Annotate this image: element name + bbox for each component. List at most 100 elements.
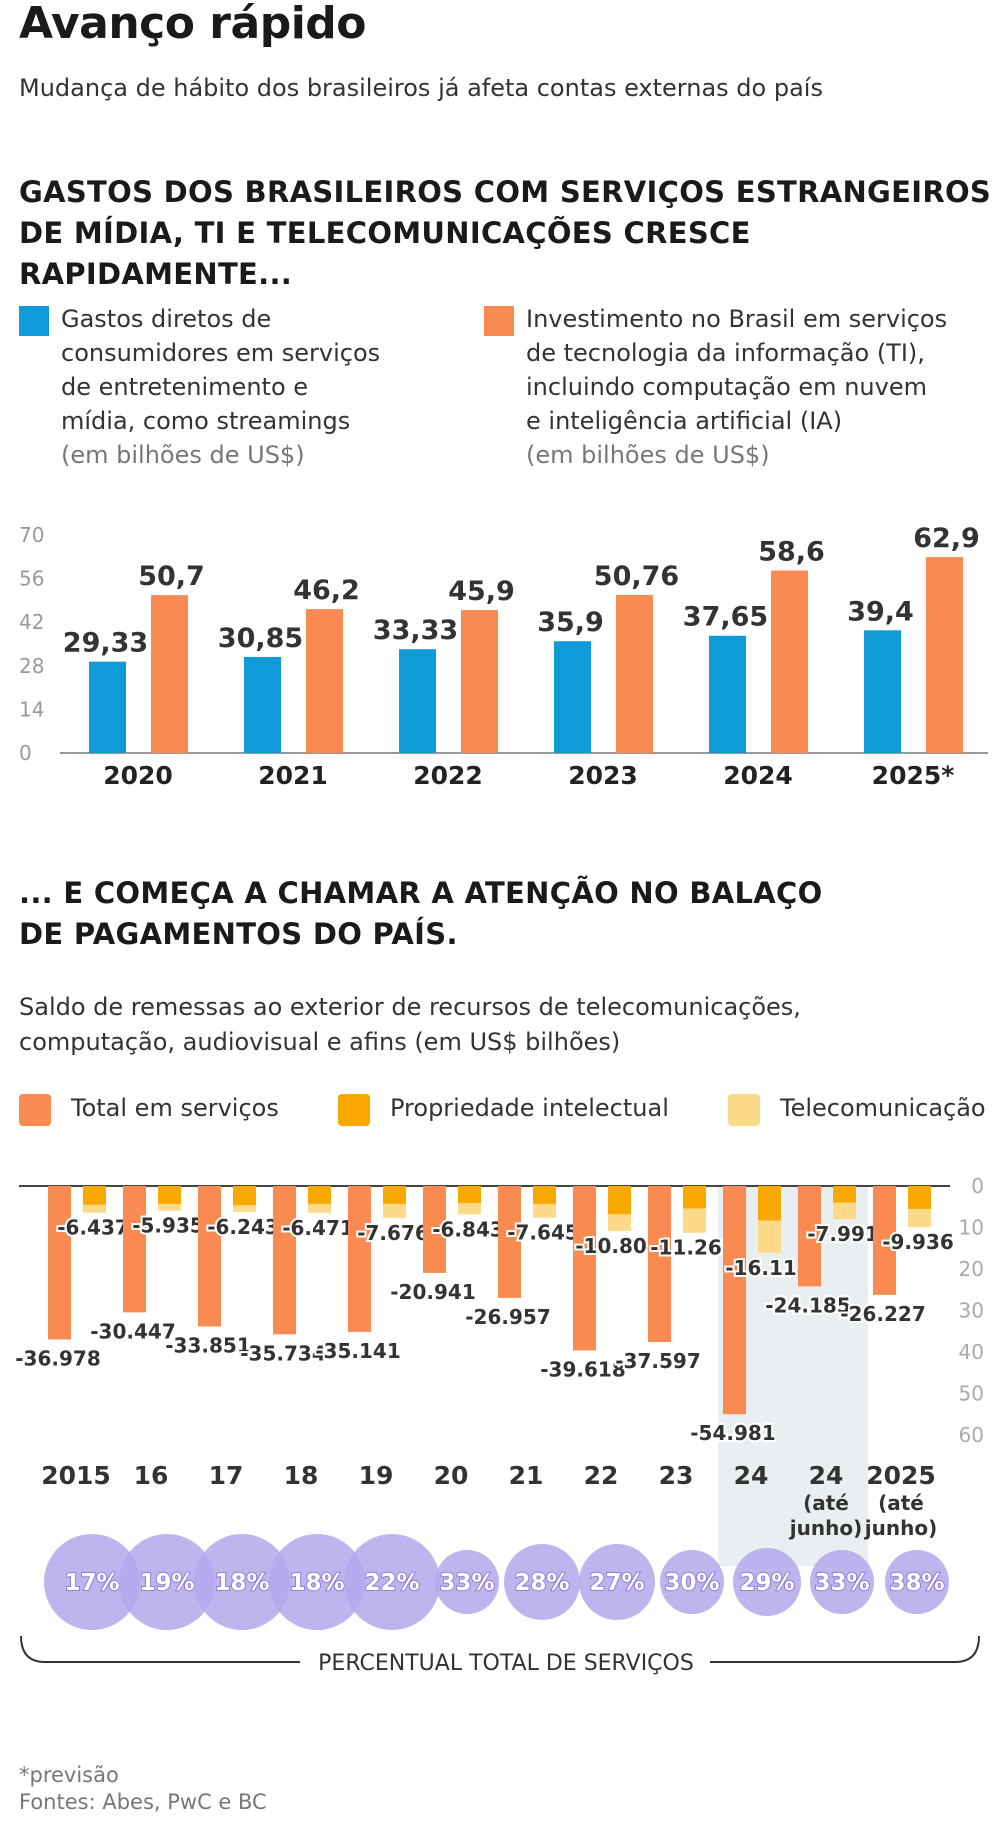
remittance-subtitle: Saldo de remessas ao exterior de recurso… [19, 990, 979, 1060]
bar-intellectual-property [308, 1186, 331, 1204]
x-tick-label: 24 [809, 1461, 844, 1490]
y-tick-label: 28 [19, 654, 44, 678]
percent-bubble [579, 1544, 655, 1620]
legend-swatch-orange [484, 306, 514, 336]
legend-text-line: de entretenimento e [61, 373, 309, 401]
section-heading-balance: ... E COMEÇA A CHAMAR A ATENÇÃO NO BALAÇ… [19, 873, 823, 955]
percent-bubble [885, 1550, 949, 1614]
data-label: 58,6 [758, 537, 825, 568]
x-tick-label: 20 [434, 1461, 469, 1490]
bar-telecommunication [533, 1186, 556, 1218]
x-tick-label: 2020 [103, 761, 173, 790]
y-tick-label: 0 [971, 1174, 984, 1198]
data-label-total: -24.185 [765, 1293, 850, 1317]
legend-label: Total em serviços [71, 1094, 279, 1122]
bar-consumer-spending [709, 635, 746, 753]
y-tick-label: 14 [19, 697, 44, 721]
x-tick-label: 21 [509, 1461, 544, 1490]
x-tick-label: 16 [134, 1461, 169, 1490]
x-tick-label: 19 [359, 1461, 394, 1490]
percent-bubble [344, 1534, 440, 1630]
bar-total-services [573, 1186, 596, 1351]
percent-bubble [435, 1550, 499, 1614]
bar-telecommunication [233, 1186, 256, 1212]
percent-bubble [44, 1534, 140, 1630]
bar-consumer-spending [89, 661, 126, 753]
data-label-total: -33.851 [165, 1333, 250, 1357]
legend-text-line: incluindo computação em nuvem [526, 373, 927, 401]
section-heading-line: DE PAGAMENTOS DO PAÍS. [19, 917, 458, 951]
bar-total-services [48, 1186, 71, 1340]
percent-bubble [733, 1548, 801, 1616]
highlight-band [718, 1186, 868, 1566]
y-tick-label: 56 [19, 567, 44, 591]
x-tick-label: 2015 [41, 1461, 111, 1490]
bar-intellectual-property [158, 1186, 181, 1204]
bar-intellectual-property [908, 1186, 931, 1209]
legend-text-line: e inteligência artificial (IA) [526, 407, 843, 435]
data-label-telecom: -6.437 [57, 1216, 129, 1240]
sources: Fontes: Abes, PwC e BC [19, 1790, 267, 1814]
y-tick-label: 60 [959, 1423, 984, 1447]
bar-total-services [198, 1186, 221, 1327]
percent-label: 18% [289, 1570, 344, 1596]
percent-label: 30% [664, 1570, 719, 1596]
legend-text-line: de tecnologia da informação (TI), [526, 339, 925, 367]
percent-label: 38% [889, 1570, 944, 1596]
legend-it-investment: Investimento no Brasil em serviços de te… [484, 302, 986, 472]
data-label: 46,2 [293, 575, 360, 606]
section-heading-line: ... E COMEÇA A CHAMAR A ATENÇÃO NO BALAÇ… [19, 876, 823, 910]
x-tick-label: 2025 [866, 1461, 936, 1490]
legend-swatch [19, 1094, 51, 1126]
section-heading-line: DE MÍDIA, TI E TELECOMUNICAÇÕES CRESCE R… [19, 216, 751, 291]
data-label-total: -36.978 [15, 1346, 100, 1370]
data-label-total: -35.734 [240, 1341, 325, 1365]
bar-intellectual-property [608, 1186, 631, 1215]
data-label-telecom: -10.804 [575, 1234, 660, 1258]
y-tick-label: 10 [959, 1216, 984, 1240]
bar-intellectual-property [383, 1186, 406, 1204]
data-label-total: -54.981 [690, 1421, 775, 1445]
x-tick-note: junho) [864, 1516, 937, 1540]
x-tick-label: 2021 [258, 761, 328, 790]
bar-total-services [273, 1186, 296, 1335]
data-label: 29,33 [63, 628, 148, 659]
bar-telecommunication [758, 1186, 781, 1253]
data-label-total: -30.447 [90, 1319, 175, 1343]
bracket-left [20, 1635, 300, 1663]
x-tick-label: 2022 [413, 761, 483, 790]
data-label-telecom: -6.471 [282, 1216, 354, 1240]
bar-it-investment [151, 595, 188, 753]
bar-consumer-spending [554, 641, 591, 753]
legend-text-line: Gastos diretos de [61, 305, 272, 333]
bar-intellectual-property [458, 1186, 481, 1204]
bar-total-services [723, 1186, 746, 1415]
bar-consumer-spending [244, 656, 281, 753]
x-tick-note: (até [803, 1491, 849, 1515]
data-label-total: -26.227 [840, 1302, 925, 1326]
data-label: 33,33 [373, 615, 458, 646]
data-label-total: -35.141 [315, 1339, 400, 1363]
data-label: 39,4 [847, 596, 914, 627]
bar-it-investment [461, 610, 498, 753]
bar-total-services [798, 1186, 821, 1287]
y-tick-label: 30 [959, 1299, 984, 1323]
x-tick-label: 18 [284, 1461, 319, 1490]
bar-total-services [423, 1186, 446, 1273]
y-tick-label: 70 [19, 523, 44, 547]
data-label: 35,9 [537, 607, 604, 638]
section-heading-line: GASTOS DOS BRASILEIROS COM SERVIÇOS ESTR… [19, 175, 992, 209]
subtitle-line: Saldo de remessas ao exterior de recurso… [19, 993, 801, 1021]
y-tick-label: 50 [959, 1382, 984, 1406]
bar-intellectual-property [83, 1186, 106, 1205]
percent-label: 22% [364, 1570, 419, 1596]
percent-label: 17% [64, 1570, 119, 1596]
data-label-telecom: -7.645 [507, 1221, 579, 1245]
percent-label: 18% [214, 1570, 269, 1596]
data-label-telecom: -11.263 [650, 1236, 735, 1260]
bar-telecommunication [158, 1186, 181, 1211]
data-label-total: -39.618 [540, 1357, 625, 1381]
bar-intellectual-property [683, 1186, 706, 1209]
legend-swatch-blue [19, 306, 49, 336]
data-label-telecom: -16.114 [725, 1256, 810, 1280]
